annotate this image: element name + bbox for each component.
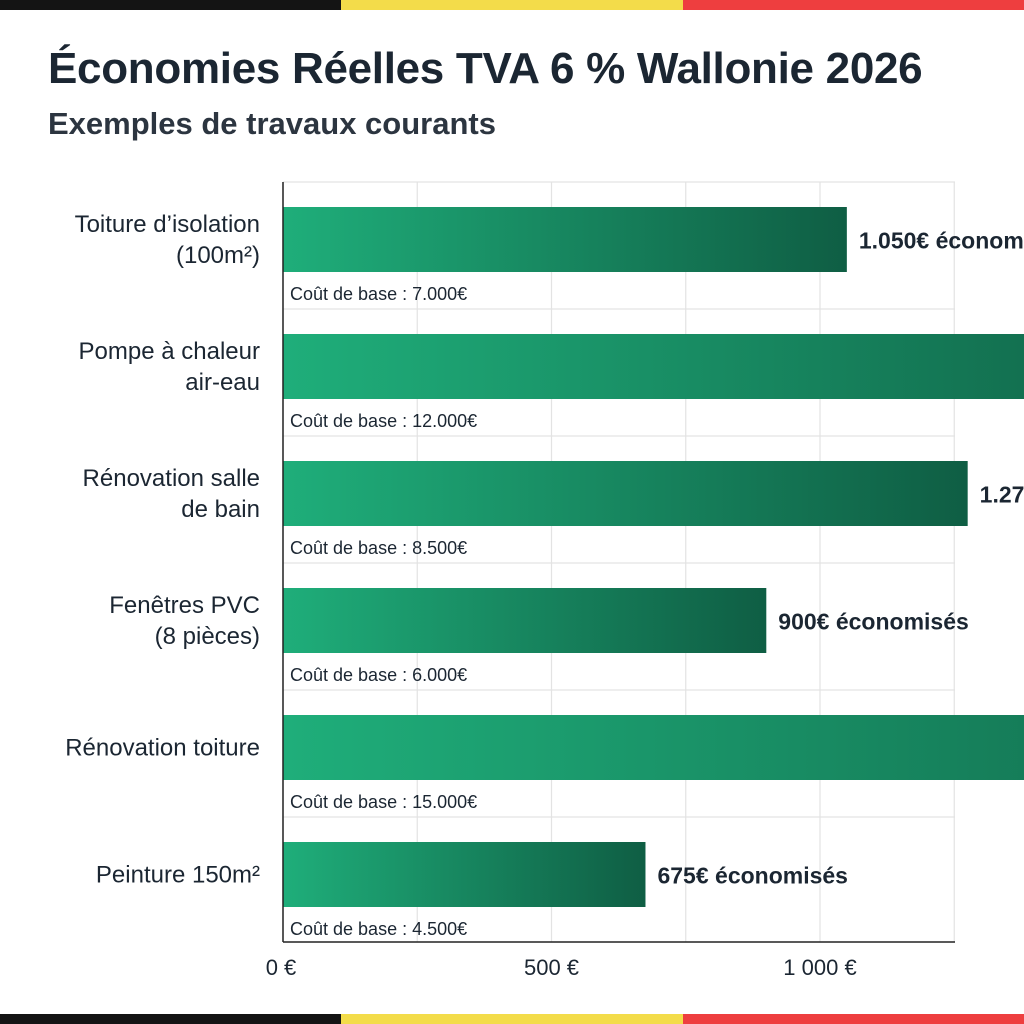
flag-red-band [682, 1014, 1024, 1024]
base-cost-label: Coût de base : 4.500€ [290, 919, 467, 939]
bar [283, 207, 847, 272]
category-label: Peinture 150m² [96, 862, 260, 889]
category-label: Fenêtres PVC [109, 592, 260, 619]
base-cost-label: Coût de base : 8.500€ [290, 538, 467, 558]
x-tick-label: 500 € [524, 955, 579, 980]
flag-yellow-band [341, 0, 683, 10]
chart-subtitle: Exemples de travaux courants [48, 106, 496, 141]
x-tick-label: 1 000 € [783, 955, 856, 980]
base-cost-label: Coût de base : 15.000€ [290, 792, 477, 812]
category-label: Rénovation toiture [65, 735, 260, 762]
x-tick-label: 0 € [266, 955, 297, 980]
category-label: Rénovation salle [83, 465, 260, 492]
bar [283, 842, 646, 907]
flag-red-band [682, 0, 1024, 10]
category-label: (8 pièces) [155, 623, 260, 650]
category-label: Pompe à chaleur [79, 338, 260, 365]
flag-strip-bottom [0, 1014, 1024, 1024]
category-label: (100m²) [176, 242, 260, 269]
category-label: air-eau [185, 369, 260, 396]
bar-value-label: 1.050€ économisés [859, 228, 1024, 254]
bar [283, 461, 968, 526]
bar-value-label: 675€ économisés [657, 863, 848, 889]
base-cost-label: Coût de base : 12.000€ [290, 411, 477, 431]
bar-value-label: 900€ économisés [778, 609, 969, 635]
category-label: Toiture d’isolation [75, 211, 260, 238]
base-cost-label: Coût de base : 6.000€ [290, 665, 467, 685]
bar [283, 334, 1024, 399]
flag-black-band [0, 0, 342, 10]
bar [283, 588, 767, 653]
bar [283, 715, 1024, 780]
base-cost-label: Coût de base : 7.000€ [290, 284, 467, 304]
chart-title: Économies Réelles TVA 6 % Wallonie 2026 [48, 44, 923, 93]
category-label: de bain [181, 496, 260, 523]
flag-strip-top [0, 0, 1024, 10]
flag-black-band [0, 1014, 342, 1024]
flag-yellow-band [341, 1014, 683, 1024]
bar-value-label: 1.275€ économisés [980, 482, 1024, 508]
